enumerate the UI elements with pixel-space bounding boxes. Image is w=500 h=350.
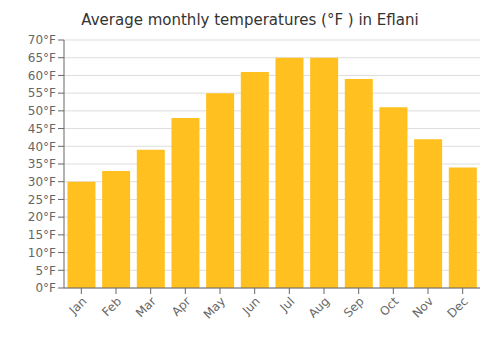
svg-text:45°F: 45°F <box>28 122 56 136</box>
svg-text:Mar: Mar <box>133 294 159 320</box>
svg-text:40°F: 40°F <box>28 140 56 154</box>
svg-text:Sep: Sep <box>341 294 367 320</box>
svg-text:Oct: Oct <box>377 294 402 319</box>
svg-text:Apr: Apr <box>169 294 194 319</box>
svg-text:50°F: 50°F <box>28 104 56 118</box>
html-text:Average monthly temperatures (: Average monthly temperatures (°F ) in Ef… <box>81 11 419 29</box>
svg-text:60°F: 60°F <box>28 69 56 83</box>
svg-text:65°F: 65°F <box>28 51 56 65</box>
svg-text:10°F: 10°F <box>28 246 56 260</box>
svg-text:Jul: Jul <box>277 294 298 315</box>
svg-text:25°F: 25°F <box>28 193 56 207</box>
svg-text:Feb: Feb <box>99 294 124 319</box>
svg-text:Jun: Jun <box>239 294 263 318</box>
svg-text:35°F: 35°F <box>28 157 56 171</box>
svg-text:5°F: 5°F <box>35 264 56 278</box>
svg-text:55°F: 55°F <box>28 86 56 100</box>
svg-text:15°F: 15°F <box>28 228 56 242</box>
svg-text:Nov: Nov <box>410 294 436 320</box>
svg-text:Aug: Aug <box>306 294 332 320</box>
svg-text:0°F: 0°F <box>35 281 56 295</box>
svg-text:Dec: Dec <box>444 294 470 320</box>
svg-text:Jan: Jan <box>66 294 90 318</box>
svg-text:30°F: 30°F <box>28 175 56 189</box>
svg-text:70°F: 70°F <box>28 33 56 47</box>
svg-text:May: May <box>201 294 228 321</box>
svg-text:20°F: 20°F <box>28 210 56 224</box>
